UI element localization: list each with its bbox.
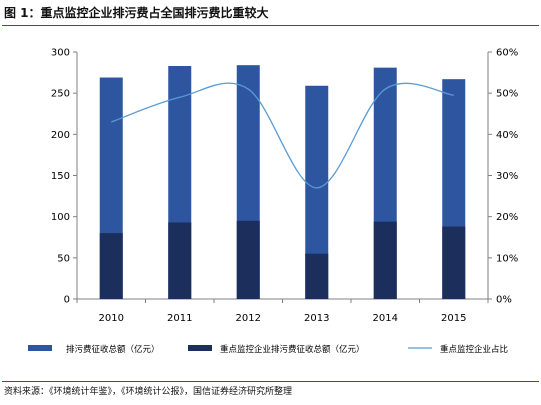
bar-key [99,233,123,299]
right-tick-label: 60% [496,48,518,59]
line-share [111,82,454,189]
bar-total [305,85,329,299]
left-tick-label: 0 [64,295,70,306]
source-note: 资料来源：《环境统计年鉴》，《环境统计公报》，国信证券经济研究所整理 [4,387,293,397]
left-tick-label: 250 [51,89,70,100]
x-tick-label: 2011 [167,313,192,324]
bar-key [168,222,192,299]
legend-label-line: 重点监控企业占比 [440,344,508,355]
right-tick-label: 20% [496,212,518,223]
bar-key [373,221,397,299]
left-tick-label: 100 [51,212,70,223]
footer-rule [2,381,539,382]
left-tick-label: 50 [57,253,70,264]
legend-swatch-key [188,345,212,351]
title-rule [2,25,539,26]
left-tick-label: 200 [51,130,70,141]
x-tick-label: 2012 [236,313,261,324]
right-tick-label: 40% [496,130,518,141]
right-tick-label: 30% [496,171,518,182]
bar-key [305,253,329,299]
x-tick-label: 2015 [441,313,466,324]
right-tick-label: 50% [496,89,518,100]
x-tick-label: 2010 [99,313,124,324]
x-tick-label: 2014 [373,313,398,324]
bar-key [442,226,466,299]
bar-key [236,220,260,299]
x-tick-label: 2013 [304,313,329,324]
legend-swatch-total [28,345,52,351]
right-tick-label: 10% [496,253,518,264]
left-tick-label: 150 [51,171,70,182]
legend-label-total: 排污费征收总额（亿元） [66,344,160,355]
legend-label-key: 重点监控企业排污费征收总额（亿元） [220,344,365,355]
right-tick-label: 0% [496,295,512,306]
figure-title: 图 1：重点监控企业排污费占全国排污费比重较大 [4,6,269,20]
left-tick-label: 300 [51,48,70,59]
chart: 0 50 100 150 200 250 300 0% 10% 20% 30% 40% 50% 60% 20… [28,48,518,355]
